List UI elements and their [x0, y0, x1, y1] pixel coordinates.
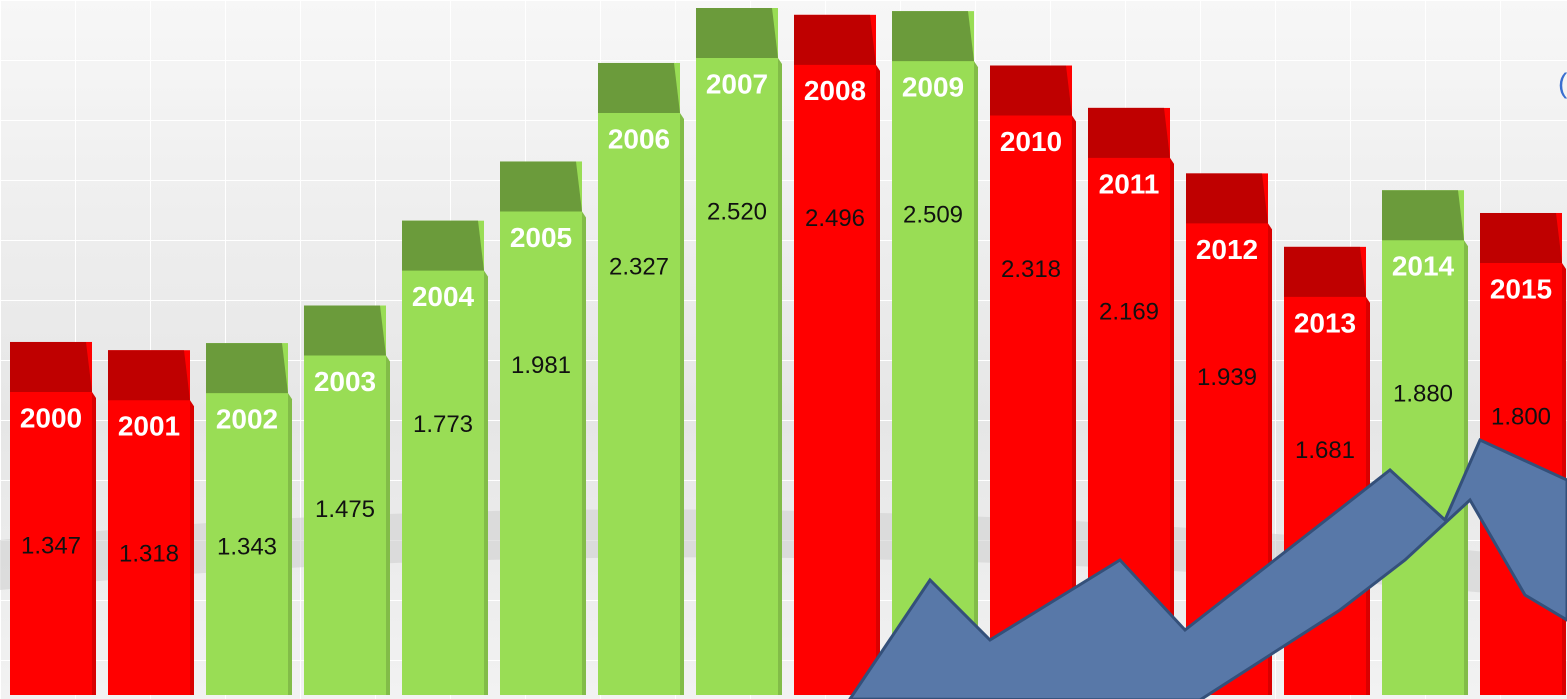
- bar-cap: [1186, 173, 1268, 224]
- year-label: 2008: [804, 75, 866, 106]
- value-label: 2.327: [609, 253, 669, 280]
- bar-group: 2008 2.496: [794, 14, 880, 695]
- bar-side: [876, 64, 880, 695]
- bar-group: 2005 1.981: [500, 161, 586, 695]
- value-label: 1.318: [119, 541, 179, 568]
- value-label: 2.509: [903, 201, 963, 228]
- value-label: 1.981: [511, 352, 571, 379]
- value-label: 1.880: [1393, 381, 1453, 408]
- trend-arrow: [848, 437, 1567, 699]
- bar-cap: [598, 62, 680, 113]
- bar-group: 2010 2.318: [990, 65, 1076, 695]
- bar-side: [1072, 115, 1076, 695]
- bar-group: 2003 1.475: [304, 305, 390, 695]
- year-label: 2009: [902, 72, 964, 103]
- bar-side: [288, 393, 292, 695]
- bar-cap: [304, 305, 386, 356]
- bar-side: [582, 211, 586, 695]
- bar-side: [974, 61, 978, 695]
- value-label: 1.475: [315, 496, 375, 523]
- year-label: 2002: [216, 403, 278, 434]
- bar-group: 2006 2.327: [598, 62, 684, 696]
- year-label: 2015: [1490, 273, 1552, 304]
- bar-side: [190, 400, 194, 695]
- bar-group: 2007 2.520: [696, 8, 782, 695]
- bar-side: [484, 270, 488, 695]
- year-label: 2011: [1099, 168, 1160, 199]
- bar-group: 2001 1.318: [108, 350, 194, 695]
- value-label: 1.939: [1197, 364, 1257, 391]
- bar: [304, 305, 386, 695]
- bar-side: [1464, 240, 1468, 695]
- bar-cap: [402, 220, 484, 271]
- bar-cap: [696, 8, 778, 58]
- bar-group: 2000 1.347: [10, 341, 96, 695]
- year-label: 2014: [1392, 251, 1455, 282]
- value-label: 2.318: [1001, 256, 1061, 283]
- value-label: 2.496: [805, 205, 865, 232]
- bar: [108, 350, 190, 695]
- bar: [402, 220, 484, 695]
- bar: [598, 62, 680, 696]
- year-label: 2006: [608, 123, 670, 154]
- value-label: 1.347: [21, 532, 81, 559]
- bar-group: 2004 1.773: [402, 220, 488, 695]
- bar-cap: [10, 341, 92, 392]
- year-label: 2013: [1294, 307, 1356, 338]
- bar-group: 2002 1.343: [206, 343, 292, 695]
- bar: [696, 8, 778, 695]
- value-label: 1.800: [1491, 403, 1551, 430]
- bar-group: 2014 1.880: [1382, 190, 1468, 695]
- bar: [206, 343, 288, 695]
- bar: [990, 65, 1072, 695]
- year-label: 2004: [412, 281, 475, 312]
- value-label: 1.343: [217, 533, 277, 560]
- bar: [500, 161, 582, 695]
- bar-cap: [794, 14, 876, 65]
- year-label: 2010: [1000, 126, 1062, 157]
- bar-cap: [990, 65, 1072, 116]
- year-label: 2012: [1196, 234, 1258, 265]
- bar-cap: [892, 11, 974, 62]
- bar: [794, 14, 876, 695]
- year-label: 2007: [706, 68, 768, 99]
- bar-cap: [1382, 190, 1464, 241]
- value-label: 1.773: [413, 411, 473, 438]
- bar-side: [386, 355, 390, 695]
- year-label: 2003: [314, 366, 376, 397]
- year-label: 2000: [20, 402, 82, 433]
- bar-cap: [1480, 212, 1562, 263]
- bar-cap: [500, 161, 582, 212]
- shadow-band: [0, 509, 1567, 600]
- bar-cap: [1088, 107, 1170, 158]
- value-label: 2.169: [1099, 298, 1159, 325]
- corner-text: (: [1558, 67, 1567, 98]
- bar-side: [680, 112, 684, 696]
- bar: [10, 341, 92, 695]
- year-label: 2001: [118, 411, 180, 442]
- bar-side: [778, 58, 782, 695]
- bar-side: [1170, 157, 1174, 696]
- value-label: 1.681: [1295, 437, 1355, 464]
- bar-cap: [1284, 246, 1366, 297]
- bar-cap: [206, 343, 288, 394]
- value-label: 2.520: [707, 198, 767, 225]
- bar: [1382, 190, 1464, 695]
- bar-side: [92, 391, 96, 695]
- bar-cap: [108, 350, 190, 401]
- year-label: 2005: [510, 222, 572, 253]
- bar-group: 2009 2.509: [892, 11, 978, 695]
